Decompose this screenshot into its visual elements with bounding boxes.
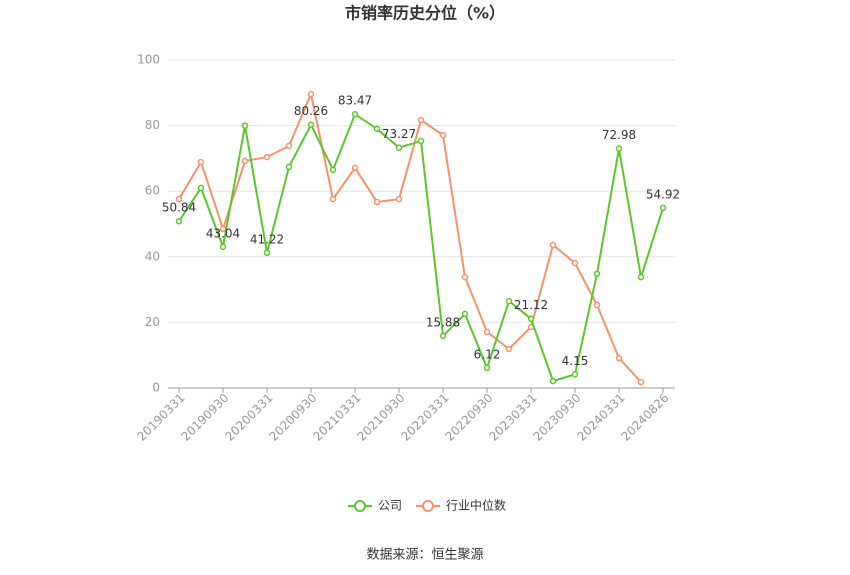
data-label: 4.15 bbox=[562, 354, 589, 368]
data-label: 43.04 bbox=[206, 226, 240, 240]
data-point bbox=[263, 249, 271, 257]
data-label: 21.12 bbox=[514, 298, 548, 312]
data-point bbox=[571, 259, 579, 267]
chart-title: 市销率历史分位（%） bbox=[345, 4, 505, 23]
y-tick-label: 0 bbox=[152, 381, 160, 395]
data-point bbox=[417, 116, 425, 124]
data-label: 6.12 bbox=[474, 347, 501, 361]
data-label: 83.47 bbox=[338, 94, 372, 108]
y-tick-label: 60 bbox=[145, 184, 160, 198]
data-point bbox=[351, 110, 359, 118]
data-point bbox=[307, 90, 315, 98]
data-point bbox=[659, 204, 667, 212]
legend-label: 公司 bbox=[378, 499, 402, 513]
data-point bbox=[637, 273, 645, 281]
data-point bbox=[263, 153, 271, 161]
data-point bbox=[615, 145, 623, 152]
data-point bbox=[197, 184, 205, 192]
data-point bbox=[395, 195, 403, 203]
y-tick-label: 20 bbox=[145, 315, 160, 329]
data-point bbox=[285, 142, 293, 150]
data-label: 50.84 bbox=[162, 201, 196, 215]
data-point bbox=[615, 354, 623, 362]
y-tick-label: 100 bbox=[137, 53, 160, 67]
data-point bbox=[351, 164, 359, 172]
data-point bbox=[461, 310, 469, 318]
source: 数据来源：恒生聚源 bbox=[366, 548, 483, 563]
data-point bbox=[197, 158, 205, 166]
data-label: 54.92 bbox=[646, 187, 680, 201]
data-point bbox=[417, 137, 425, 145]
data-point bbox=[395, 144, 403, 151]
data-point bbox=[241, 157, 249, 165]
data-point bbox=[329, 166, 337, 174]
data-point bbox=[219, 243, 227, 251]
legend-marker bbox=[422, 500, 434, 512]
y-tick-label: 40 bbox=[145, 249, 160, 263]
data-label: 72.98 bbox=[602, 128, 636, 142]
data-label: 80.26 bbox=[294, 104, 328, 118]
data-point bbox=[175, 217, 183, 225]
data-point bbox=[637, 378, 645, 386]
data-point bbox=[285, 163, 293, 171]
data-point bbox=[483, 328, 491, 336]
data-point bbox=[549, 377, 557, 385]
data-point bbox=[527, 315, 535, 322]
data-label: 41.22 bbox=[250, 232, 284, 246]
series-line bbox=[178, 112, 664, 383]
data-point bbox=[593, 270, 601, 278]
data-label: 73.27 bbox=[382, 127, 416, 141]
data-point bbox=[461, 273, 469, 281]
data-point bbox=[175, 195, 183, 203]
legend-marker bbox=[354, 500, 366, 512]
data-point bbox=[483, 364, 491, 372]
series-line bbox=[178, 90, 642, 383]
data-point bbox=[439, 131, 447, 139]
data-point bbox=[505, 345, 513, 353]
data-point bbox=[571, 371, 579, 378]
data-point bbox=[505, 297, 513, 305]
data-point bbox=[549, 241, 557, 249]
data-point bbox=[373, 125, 381, 133]
data-point bbox=[241, 122, 249, 129]
data-point bbox=[373, 198, 381, 206]
x-tick-label: 20240826 bbox=[619, 391, 672, 444]
y-tick-label: 80 bbox=[145, 118, 160, 132]
data-point bbox=[439, 332, 447, 340]
data-point bbox=[593, 301, 601, 309]
data-point bbox=[307, 121, 315, 128]
legend-label: 行业中位数 bbox=[446, 498, 506, 513]
data-label: 15.88 bbox=[426, 315, 460, 329]
data-point bbox=[329, 195, 337, 203]
